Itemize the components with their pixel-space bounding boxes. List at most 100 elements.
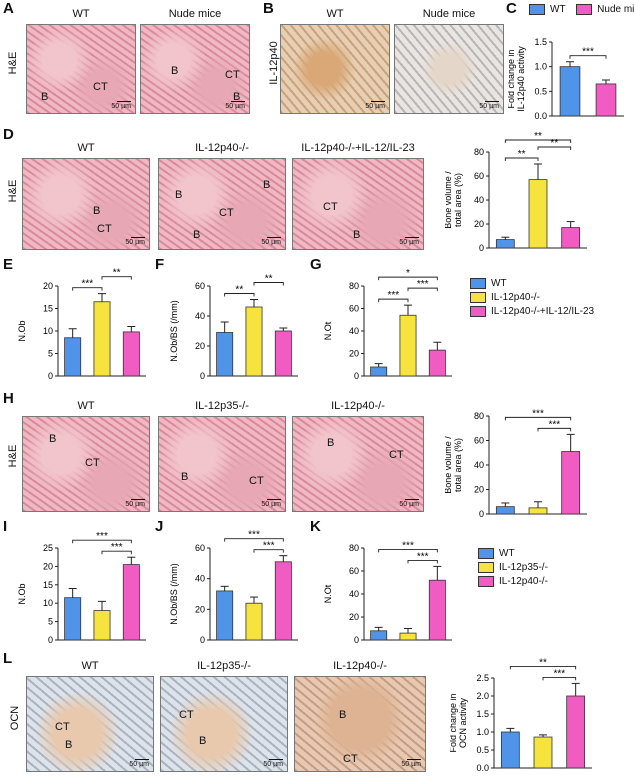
- micrograph-d-ko: B B CT B 50 µm: [158, 158, 286, 250]
- y-tick-label: 80: [349, 281, 359, 291]
- bar: [399, 632, 417, 641]
- legend-swatch: [478, 562, 494, 574]
- y-axis-label: Bone volume /: [445, 436, 453, 494]
- tissue-tag: CT: [179, 709, 194, 721]
- bar: [216, 332, 234, 377]
- bone-tag: B: [327, 437, 335, 449]
- y-tick-label: 40: [349, 326, 359, 336]
- significance-bracket: [101, 276, 132, 280]
- y-tick-label: 0: [479, 243, 484, 253]
- micrograph-h-p40: B CT 50 µm: [292, 416, 424, 512]
- bone-tag: B: [65, 739, 73, 751]
- panel-label-a: A: [3, 0, 14, 17]
- scale-bar: 50 µm: [125, 239, 145, 246]
- y-tick-label: 2.5: [476, 673, 489, 683]
- bar: [122, 564, 140, 641]
- y-axis-label: Bone volume /: [445, 171, 453, 229]
- bone-tag: B: [263, 179, 271, 191]
- title-h-p35: IL-12p35-/-: [195, 400, 249, 412]
- scale-bar: 50 µm: [399, 501, 419, 508]
- y-axis-label: Fold change in: [508, 49, 516, 108]
- y-tick-label: 0: [200, 635, 205, 645]
- bar: [595, 83, 617, 117]
- y-tick-label: 15: [43, 580, 53, 590]
- y-tick-label: 0: [48, 635, 53, 645]
- panel-label-c: C: [506, 0, 517, 17]
- significance-bracket: [253, 282, 284, 286]
- significance-label: **: [550, 138, 558, 149]
- bone-tag: B: [93, 205, 101, 217]
- legend-item: WT: [478, 548, 548, 559]
- y-tick-label: 1.5: [534, 37, 547, 47]
- significance-label: ***: [582, 47, 594, 58]
- panel-label-b: B: [263, 0, 274, 17]
- legend-label: WT: [550, 4, 566, 16]
- y-tick-label: 60: [349, 304, 359, 314]
- micrograph-a-nude: B CT B 50 µm: [140, 24, 250, 114]
- chart-k: 0 20 40 60 80 N.Ot ******: [323, 540, 452, 645]
- y-tick-label: 0: [354, 371, 359, 381]
- micrograph-l-p35: CT B 50 µm: [160, 676, 288, 772]
- y-tick-label: 0: [48, 371, 53, 381]
- y-tick-label: 40: [474, 195, 484, 205]
- legend-item: Nude mice: [576, 4, 634, 15]
- chart-J-group: 0 20 40 60 N.Ob/BS (/mm) ******: [169, 530, 298, 645]
- significance-label: **: [539, 657, 547, 668]
- significance-bracket: [101, 550, 132, 555]
- legend-item: IL-12p40-/-+IL-12/IL-23: [470, 306, 594, 317]
- significance-bracket: [378, 276, 438, 281]
- scale-bar: 50 µm: [261, 239, 281, 246]
- y-tick-label: 20: [43, 561, 53, 571]
- tissue-tag: CT: [85, 457, 100, 469]
- chart-j: 0 20 40 60 N.Ob/BS (/mm) ******: [169, 530, 298, 645]
- scale-bar: 50 µm: [111, 103, 131, 110]
- micrograph-d-wt: B CT 50 µm: [22, 158, 150, 250]
- y-axis-label: N.Ob: [17, 320, 27, 341]
- significance-label: ***: [96, 531, 108, 542]
- panel-label-h: H: [3, 390, 14, 407]
- significance-bracket: [537, 146, 572, 150]
- legend-h: WT IL-12p35-/- IL-12p40-/-: [478, 548, 548, 587]
- micrograph-d-rescue: CT B 50 µm: [292, 158, 424, 250]
- bar: [495, 239, 515, 249]
- y-axis-label: total area (%): [453, 173, 463, 227]
- y-axis-label: N.Ot: [323, 584, 333, 603]
- chart-f: 0 20 40 60 N.Ob/BS (/mm) ** **: [169, 274, 298, 381]
- significance-label: ***: [417, 551, 429, 562]
- legend-swatch: [529, 4, 545, 15]
- title-h-p40: IL-12p40-/-: [331, 400, 385, 412]
- chart-I-group: 0 5 10 15 20 25 N.Ob ******: [17, 531, 146, 645]
- y-tick-label: 0: [479, 509, 484, 519]
- title-d-wt: WT: [77, 142, 95, 154]
- y-tick-label: 5: [48, 349, 53, 359]
- y-tick-label: 1.0: [476, 727, 489, 737]
- y-tick-label: 60: [349, 566, 359, 576]
- tissue-tag: CT: [249, 475, 264, 487]
- y-tick-label: 1.5: [476, 709, 489, 719]
- title-a-nude: Nude mice: [168, 8, 222, 20]
- chart-F-group: 0 20 40 60 N.Ob/BS (/mm) ** **: [169, 274, 298, 381]
- micrograph-l-wt: CT B 50 µm: [26, 676, 154, 772]
- bar: [533, 736, 553, 769]
- title-a-wt: WT: [72, 8, 90, 20]
- y-tick-label: 0.0: [476, 763, 489, 773]
- panel-label-d: D: [3, 126, 14, 143]
- micrograph-b-wt: 50 µm: [280, 24, 390, 114]
- title-b-nude: Nude mice: [422, 8, 476, 20]
- significance-label: ***: [548, 419, 560, 430]
- significance-bracket: [224, 293, 255, 297]
- y-tick-label: 10: [43, 598, 53, 608]
- significance-bracket: [378, 548, 438, 553]
- bar: [245, 306, 263, 377]
- significance-bracket: [504, 416, 572, 421]
- legend-c: WT Nude mice: [529, 4, 634, 15]
- significance-label: ***: [248, 530, 260, 541]
- tissue-tag: CT: [343, 753, 358, 765]
- bar: [561, 227, 581, 249]
- bar: [93, 301, 111, 377]
- legend-label: IL-12p40-/-: [499, 576, 548, 588]
- bar: [216, 590, 234, 641]
- micrograph-l-p40: B CT 50 µm: [294, 676, 426, 772]
